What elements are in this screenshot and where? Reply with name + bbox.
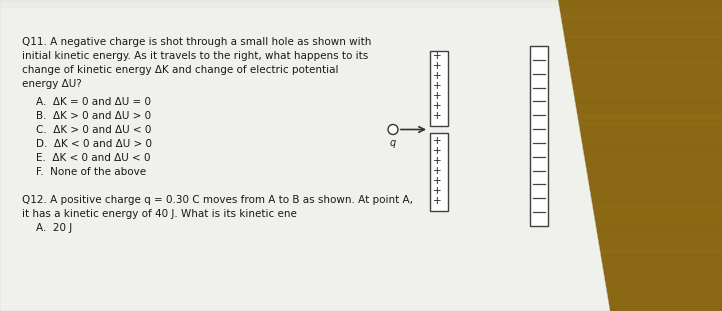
Bar xyxy=(530,46,548,226)
Text: +: + xyxy=(433,156,442,166)
Text: +: + xyxy=(433,61,442,71)
Text: F.  None of the above: F. None of the above xyxy=(36,167,146,177)
Text: +: + xyxy=(433,186,442,196)
Text: +: + xyxy=(433,91,442,101)
Text: +: + xyxy=(433,146,442,156)
Text: it has a kinetic energy of 40 J. What is its kinetic ene: it has a kinetic energy of 40 J. What is… xyxy=(22,209,297,219)
Bar xyxy=(430,133,448,211)
Text: Q11. A negative charge is shot through a small hole as shown with: Q11. A negative charge is shot through a… xyxy=(22,37,371,47)
Text: Q12. A positive charge q = 0.30 C moves from A to B as shown. At point A,: Q12. A positive charge q = 0.30 C moves … xyxy=(22,195,413,205)
Text: initial kinetic energy. As it travels to the right, what happens to its: initial kinetic energy. As it travels to… xyxy=(22,51,368,61)
Text: change of kinetic energy ΔK and change of electric potential: change of kinetic energy ΔK and change o… xyxy=(22,65,339,75)
Text: D.  ΔK < 0 and ΔU > 0: D. ΔK < 0 and ΔU > 0 xyxy=(36,139,152,149)
Text: +: + xyxy=(433,71,442,81)
Text: C.  ΔK > 0 and ΔU < 0: C. ΔK > 0 and ΔU < 0 xyxy=(36,125,152,135)
Polygon shape xyxy=(0,0,558,8)
Text: +: + xyxy=(433,51,442,61)
Text: +: + xyxy=(433,101,442,111)
Text: +: + xyxy=(433,196,442,206)
Text: q: q xyxy=(390,137,396,147)
Text: +: + xyxy=(433,176,442,186)
Text: B.  ΔK > 0 and ΔU > 0: B. ΔK > 0 and ΔU > 0 xyxy=(36,111,151,121)
Text: A.  ΔK = 0 and ΔU = 0: A. ΔK = 0 and ΔU = 0 xyxy=(36,97,151,107)
Text: energy ΔU?: energy ΔU? xyxy=(22,79,82,89)
Bar xyxy=(430,51,448,126)
Text: A.  20 J: A. 20 J xyxy=(36,223,72,233)
Circle shape xyxy=(388,124,398,134)
Text: +: + xyxy=(433,111,442,121)
Text: +: + xyxy=(433,81,442,91)
Text: +: + xyxy=(433,166,442,176)
Text: E.  ΔK < 0 and ΔU < 0: E. ΔK < 0 and ΔU < 0 xyxy=(36,153,150,163)
Text: +: + xyxy=(433,136,442,146)
Polygon shape xyxy=(0,0,610,311)
